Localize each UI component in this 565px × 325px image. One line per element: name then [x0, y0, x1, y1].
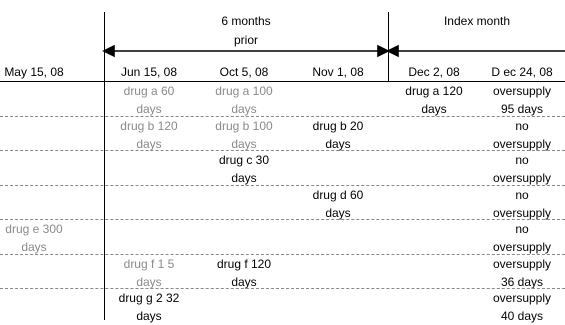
date-label: Nov 1, 08 — [312, 65, 364, 79]
cell-text: oversupply 40 days — [492, 291, 552, 323]
cell-text: no oversupply — [492, 118, 552, 151]
date-baseline — [0, 81, 565, 82]
cell-text: drug a 100 days — [215, 84, 273, 116]
cell-text: drug f 120 days — [216, 256, 272, 289]
cell-text: drug g 2 32 days — [118, 291, 180, 323]
cell-text: drug f 1 5 days — [123, 256, 175, 289]
date-label: Jun 15, 08 — [120, 65, 178, 79]
index-vertical-line — [388, 12, 389, 82]
row-separator — [0, 253, 565, 255]
six-months-prior-label: 6 months prior — [221, 14, 271, 47]
cell-text: drug a 120 days — [405, 84, 463, 116]
date-label: Dec 2, 08 — [408, 65, 460, 79]
cell-text: drug b 20 days — [312, 118, 364, 151]
index-month-arrow — [386, 44, 565, 58]
row-separator — [0, 288, 565, 289]
cell-text: drug a 60 days — [123, 84, 175, 116]
index-month-label: Index month — [443, 14, 511, 28]
left-vertical-line — [104, 12, 105, 320]
cell-text: drug b 100 days — [215, 118, 273, 151]
cell-text: no oversupply — [492, 153, 552, 185]
cell-text: oversupply 36 days — [492, 256, 552, 289]
row-separator — [0, 150, 565, 151]
date-label: May 15, 08 — [4, 65, 64, 79]
row-separator — [0, 184, 565, 186]
row-separator — [0, 219, 565, 220]
six-months-arrow — [102, 44, 390, 58]
cell-text: drug d 60 days — [312, 187, 364, 220]
cell-text: drug c 30 days — [218, 153, 270, 185]
date-label: D ec 24, 08 — [491, 65, 553, 79]
cell-text: no oversupply — [492, 187, 552, 220]
date-label: Oct 5, 08 — [219, 65, 269, 79]
cell-text: no oversupply — [492, 222, 552, 254]
row-separator — [0, 115, 565, 117]
cell-text: oversupply 95 days — [492, 84, 552, 116]
cell-text: drug e 300 days — [5, 222, 63, 254]
cell-text: drug b 120 days — [120, 118, 178, 151]
